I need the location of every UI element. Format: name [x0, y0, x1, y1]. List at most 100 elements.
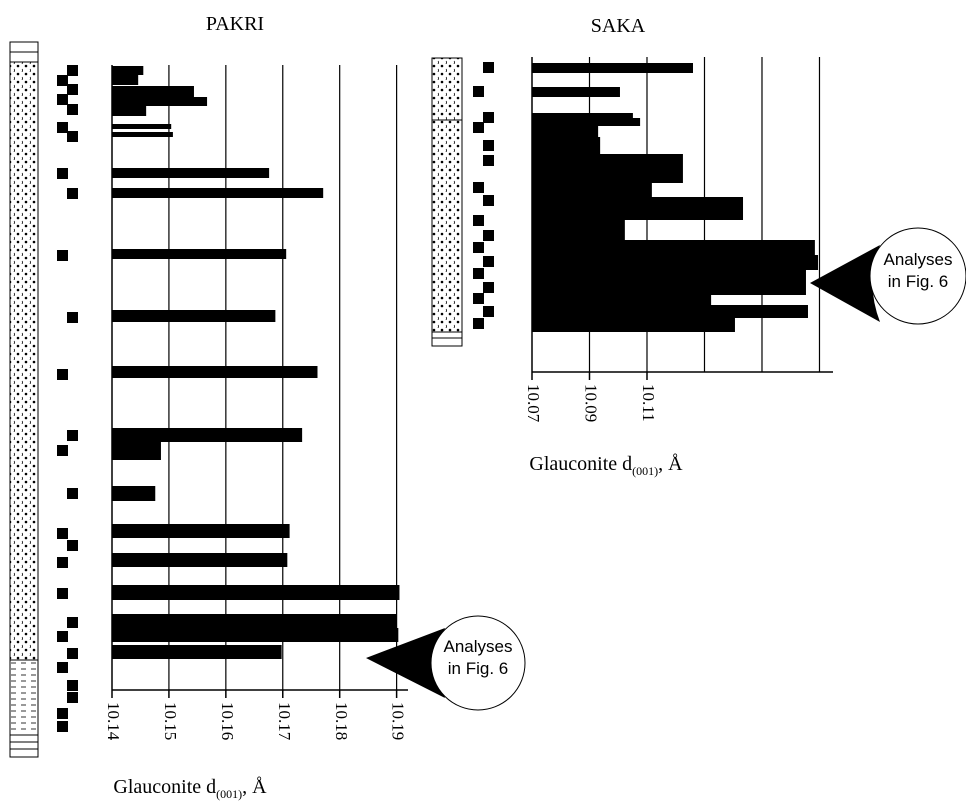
- grain-marker: [57, 122, 68, 133]
- annotation: Analyses: [444, 637, 513, 656]
- bar: [112, 366, 318, 378]
- grain-marker: [57, 631, 68, 642]
- grain-marker: [57, 662, 68, 673]
- grain-marker: [57, 588, 68, 599]
- grain-marker: [67, 65, 78, 76]
- x-axis-label-part: Glauconite d: [113, 776, 216, 798]
- grain-marker: [57, 94, 68, 105]
- grain-marker: [67, 188, 78, 199]
- grain-marker: [483, 62, 494, 73]
- bar: [532, 318, 735, 332]
- grain-marker: [483, 140, 494, 151]
- bar: [112, 124, 172, 129]
- grain-marker: [473, 182, 484, 193]
- grain-marker: [473, 215, 484, 226]
- grain-marker: [473, 293, 484, 304]
- bar: [112, 106, 147, 116]
- grain-marker: [483, 155, 494, 166]
- bar: [532, 154, 683, 183]
- bar: [532, 87, 620, 97]
- callout: [366, 227, 966, 711]
- bar: [532, 183, 652, 197]
- bar: [532, 118, 641, 126]
- grain-marker: [67, 84, 78, 95]
- bar: [112, 168, 270, 178]
- grain-marker: [483, 256, 494, 267]
- x-axis-label-part: Glauconite d: [529, 453, 632, 475]
- grain-marker: [483, 195, 494, 206]
- grain-marker: [473, 268, 484, 279]
- x-tick-label: 10.17: [275, 702, 294, 741]
- chart-title: SAKA: [591, 15, 646, 37]
- bar: [532, 113, 633, 120]
- x-axis-label-part: , Å: [242, 776, 267, 798]
- grain-marker: [473, 122, 484, 133]
- grain-marker: [473, 242, 484, 253]
- bar: [112, 66, 144, 75]
- grain-marker: [483, 306, 494, 317]
- bar: [532, 295, 712, 305]
- x-tick-label: 10.09: [582, 384, 601, 422]
- grain-marker: [67, 488, 78, 499]
- bar: [112, 628, 399, 642]
- bar: [112, 645, 282, 659]
- bar: [112, 524, 290, 538]
- lithology-column: [9, 41, 463, 758]
- bar: [532, 240, 815, 257]
- grain-marker: [67, 617, 78, 628]
- grain-marker: [57, 75, 68, 86]
- grain-marker: [473, 318, 484, 329]
- x-tick-label: 10.14: [104, 702, 123, 741]
- bar: [532, 197, 744, 220]
- annotation: Analyses: [884, 250, 953, 269]
- grain-marker: [57, 445, 68, 456]
- bar: [112, 614, 397, 628]
- x-axis-label-sub: (001): [632, 464, 658, 478]
- x-tick-label: 10.18: [332, 702, 351, 740]
- bar: [112, 585, 400, 600]
- x-axis-label: Glauconite d(001), Å: [529, 453, 683, 478]
- grain-marker: [67, 104, 78, 115]
- x-axis-label: Glauconite d(001), Å: [113, 776, 267, 801]
- grain-marker: [67, 312, 78, 323]
- x-axis-label-part: , Å: [658, 453, 683, 475]
- grain-marker: [57, 721, 68, 732]
- grain-marker: [57, 557, 68, 568]
- x-tick-label: 10.11: [639, 384, 658, 422]
- grain-marker: [473, 86, 484, 97]
- bar: [532, 124, 599, 137]
- grain-marker: [483, 282, 494, 293]
- x-tick-label: 10.15: [161, 702, 180, 740]
- bar: [112, 97, 208, 106]
- bar: [112, 86, 194, 97]
- bar: [532, 305, 808, 318]
- grain-marker: [483, 112, 494, 123]
- grain-marker: [67, 680, 78, 691]
- grain-marker: [483, 230, 494, 241]
- bar: [532, 63, 693, 73]
- bar: [112, 553, 288, 567]
- chart-title: PAKRI: [206, 13, 264, 35]
- x-axis-label-sub: (001): [216, 787, 242, 801]
- bar: [112, 75, 139, 85]
- grain-marker: [57, 168, 68, 179]
- grain-marker: [67, 648, 78, 659]
- x-tick-label: 10.19: [389, 702, 408, 740]
- grain-marker: [57, 369, 68, 380]
- grain-marker: [57, 528, 68, 539]
- bar: [112, 310, 276, 322]
- grain-marker: [57, 250, 68, 261]
- bar: [112, 188, 324, 198]
- grain-markers: [57, 62, 494, 732]
- annotation: in Fig. 6: [448, 659, 508, 678]
- bar: [112, 486, 156, 501]
- x-tick-label: 10.16: [218, 702, 237, 740]
- bar: [112, 442, 161, 460]
- grain-marker: [67, 540, 78, 551]
- bar: [532, 255, 819, 270]
- bar: [532, 137, 601, 154]
- bar: [112, 132, 173, 137]
- grain-marker: [67, 131, 78, 142]
